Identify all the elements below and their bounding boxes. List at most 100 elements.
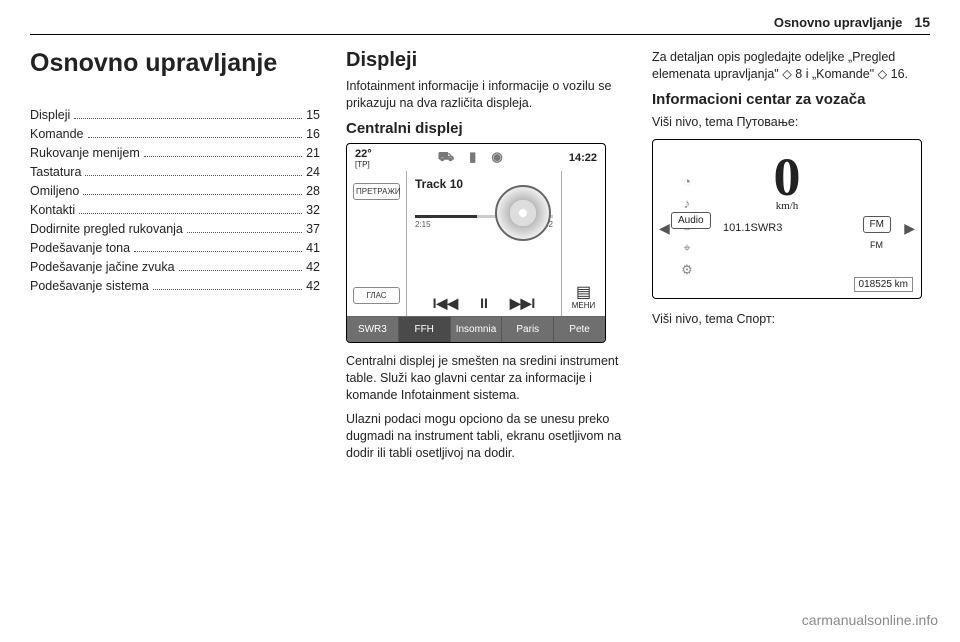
menu-label: МЕНИ <box>572 301 596 310</box>
column-driver-info: Za detaljan opis pogledajte odeljke „Pre… <box>652 49 930 609</box>
toc-page: 41 <box>306 241 320 255</box>
toc-page: 24 <box>306 165 320 179</box>
speed-value: 0 <box>774 147 801 207</box>
toc-dots <box>74 118 302 119</box>
next-icon[interactable]: ▶▶I <box>510 295 535 312</box>
subsection-heading: Centralni displej <box>346 120 626 137</box>
toc-page: 42 <box>306 260 320 274</box>
preset-button[interactable]: Insomnia <box>451 317 503 342</box>
toc-row: Omiljeno 28 <box>30 184 320 198</box>
station-label: 101.1SWR3 <box>723 222 782 234</box>
toc-row: Komande 16 <box>30 127 320 141</box>
toc-dots <box>83 194 302 195</box>
chevron-right-icon[interactable]: ▶ <box>904 220 915 237</box>
preset-button[interactable]: FFH <box>399 317 451 342</box>
toc-label: Komande <box>30 127 84 141</box>
info-left-col: ПРЕТРАЖИ ГЛАС <box>347 171 407 316</box>
info-center-area: Track 10 2:15 4:52 I◀◀ II ▶▶I <box>407 171 561 316</box>
time-elapsed: 2:15 <box>415 220 431 229</box>
preset-button[interactable]: Pete <box>554 317 605 342</box>
toc-dots <box>144 156 302 157</box>
voice-button[interactable]: ГЛАС <box>353 287 400 304</box>
caption-line: Viši nivo, tema Путовање: <box>652 114 930 131</box>
paragraph: Za detaljan opis pogledajte odeljke „Pre… <box>652 49 930 83</box>
fm-label: FM <box>870 240 883 250</box>
paragraph: Centralni displej je smešten na sredini … <box>346 353 626 404</box>
pause-icon[interactable]: II <box>480 295 488 312</box>
toc-page: 28 <box>306 184 320 198</box>
signal-icon: ◉ <box>491 149 502 164</box>
column-toc: Osnovno upravljanje Displeji 15 Komande … <box>30 49 320 609</box>
toc-row: Kontakti 32 <box>30 203 320 217</box>
header-page-number: 15 <box>914 14 930 30</box>
settings-icon: ⚙ <box>676 262 698 280</box>
search-button[interactable]: ПРЕТРАЖИ <box>353 183 400 200</box>
clock: 14:22 <box>569 152 597 164</box>
subsection-heading: Informacioni centar za vozača <box>652 91 930 108</box>
intro-text: Infotainment informacije i informacije o… <box>346 78 626 112</box>
cd-icon <box>495 185 551 241</box>
cluster-screenshot: 0 km/h ◔ ♪ ✆ ⌖ ⚙ ◀ ▶ Audio 101.1SWR3 FM … <box>652 139 922 299</box>
toc-page: 16 <box>306 127 320 141</box>
audio-pill: Audio <box>671 212 711 229</box>
watermark: carmanualsonline.info <box>802 612 938 628</box>
toc-row: Rukovanje menijem 21 <box>30 146 320 160</box>
tp-indicator: [TP] <box>355 160 372 169</box>
fm-pill: FM <box>863 216 891 233</box>
preset-button[interactable]: SWR3 <box>347 317 399 342</box>
paragraph: Ulazni podaci mogu opciono da se unesu p… <box>346 411 626 462</box>
table-of-contents: Displeji 15 Komande 16 Rukovanje menijem… <box>30 108 320 293</box>
toc-label: Podešavanje sistema <box>30 279 149 293</box>
radio-icon: ♪ <box>676 196 698 214</box>
toc-page: 32 <box>306 203 320 217</box>
toc-page: 42 <box>306 279 320 293</box>
column-central-display: Displeji Infotainment informacije i info… <box>346 49 626 609</box>
toc-dots <box>134 251 302 252</box>
toc-dots <box>79 213 302 214</box>
toc-row: Podešavanje tona 41 <box>30 241 320 255</box>
preset-button[interactable]: Paris <box>502 317 554 342</box>
toc-row: Dodirnite pregled rukovanja 37 <box>30 222 320 236</box>
temperature: 22° <box>355 148 372 160</box>
preset-bar: SWR3 FFH Insomnia Paris Pete <box>347 316 605 342</box>
info-mid-row: ПРЕТРАЖИ ГЛАС Track 10 2:15 4:52 <box>347 171 605 316</box>
toc-label: Omiljeno <box>30 184 79 198</box>
toc-label: Rukovanje menijem <box>30 146 140 160</box>
nav-icon: ⌖ <box>676 240 698 258</box>
progress-fill <box>415 215 477 218</box>
info-status-bar: 22° [TP] ⛟ ▮ ◉ 14:22 <box>347 144 605 171</box>
header-section-title: Osnovno upravljanje <box>774 15 903 30</box>
toc-page: 21 <box>306 146 320 160</box>
infotainment-screenshot: 22° [TP] ⛟ ▮ ◉ 14:22 ПРЕТРАЖИ ГЛАС <box>346 143 606 343</box>
toc-row: Podešavanje sistema 42 <box>30 279 320 293</box>
chevron-left-icon[interactable]: ◀ <box>659 220 670 237</box>
dial-icon: ◔ <box>676 174 698 192</box>
chapter-title: Osnovno upravljanje <box>30 49 320 78</box>
toc-label: Podešavanje tona <box>30 241 130 255</box>
toc-label: Tastatura <box>30 165 81 179</box>
status-icons: ⛟ ▮ ◉ <box>432 149 509 167</box>
toc-label: Displeji <box>30 108 70 122</box>
transport-controls: I◀◀ II ▶▶I <box>407 295 561 312</box>
toc-dots <box>179 270 303 271</box>
toc-page: 37 <box>306 222 320 236</box>
toc-dots <box>88 137 303 138</box>
odometer: 018525 km <box>854 277 913 292</box>
info-right-col: ▤ МЕНИ <box>561 171 605 316</box>
nav-icon: ⛟ <box>438 149 454 164</box>
manual-page: Osnovno upravljanje 15 Osnovno upravljan… <box>0 0 960 642</box>
prev-icon[interactable]: I◀◀ <box>433 295 458 312</box>
toc-dots <box>85 175 302 176</box>
toc-dots <box>187 232 302 233</box>
temp-group: 22° [TP] <box>355 148 372 169</box>
section-heading: Displeji <box>346 49 626 72</box>
toc-row: Podešavanje jačine zvuka 42 <box>30 260 320 274</box>
toc-label: Dodirnite pregled rukovanja <box>30 222 183 236</box>
column-container: Osnovno upravljanje Displeji 15 Komande … <box>30 49 930 609</box>
phone-icon: ▮ <box>469 149 476 164</box>
caption-line: Viši nivo, tema Спорт: <box>652 311 930 328</box>
toc-label: Kontakti <box>30 203 75 217</box>
menu-icon[interactable]: ▤ <box>576 285 591 301</box>
toc-row: Displeji 15 <box>30 108 320 122</box>
toc-row: Tastatura 24 <box>30 165 320 179</box>
